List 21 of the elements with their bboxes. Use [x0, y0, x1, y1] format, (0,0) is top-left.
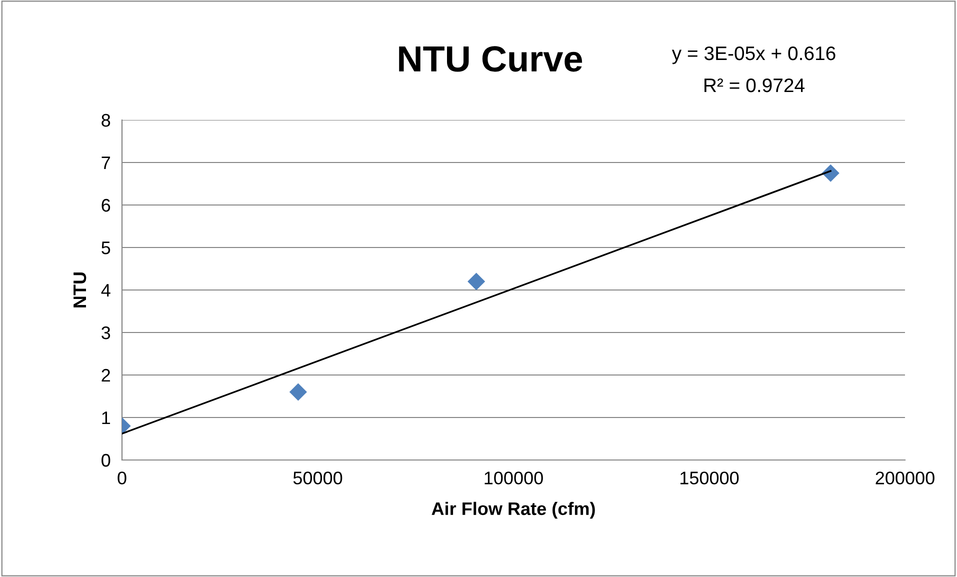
y-tick-label: 0 — [102, 454, 110, 467]
y-axis-title: NTU — [74, 272, 86, 308]
y-tick-label: 3 — [102, 326, 110, 340]
y-tick-label: 5 — [102, 242, 110, 254]
x-tick-label: 150000 — [680, 472, 739, 484]
x-tick-label: 200000 — [876, 472, 934, 484]
point — [289, 383, 307, 401]
text: R² = 0.9724 — [704, 78, 805, 92]
point — [468, 272, 486, 290]
y-tick-label: 7 — [102, 156, 110, 170]
x-tick-label: 100000 — [484, 472, 543, 484]
text: y = 3E-05x + 0.616 — [672, 46, 836, 64]
y-tick-label: 4 — [101, 284, 110, 297]
y-tick-label: 2 — [102, 368, 110, 382]
y-tick-label: 1 — [102, 412, 110, 424]
y-tick-label: 6 — [102, 198, 110, 212]
x-tick-label: 0 — [118, 472, 126, 484]
x-tick-label: 50000 — [293, 472, 342, 484]
chart-title: NTU Curve — [399, 46, 582, 72]
y-tick-label: 8 — [102, 114, 110, 127]
x-axis-title: Air Flow Rate (cfm) — [432, 502, 595, 519]
